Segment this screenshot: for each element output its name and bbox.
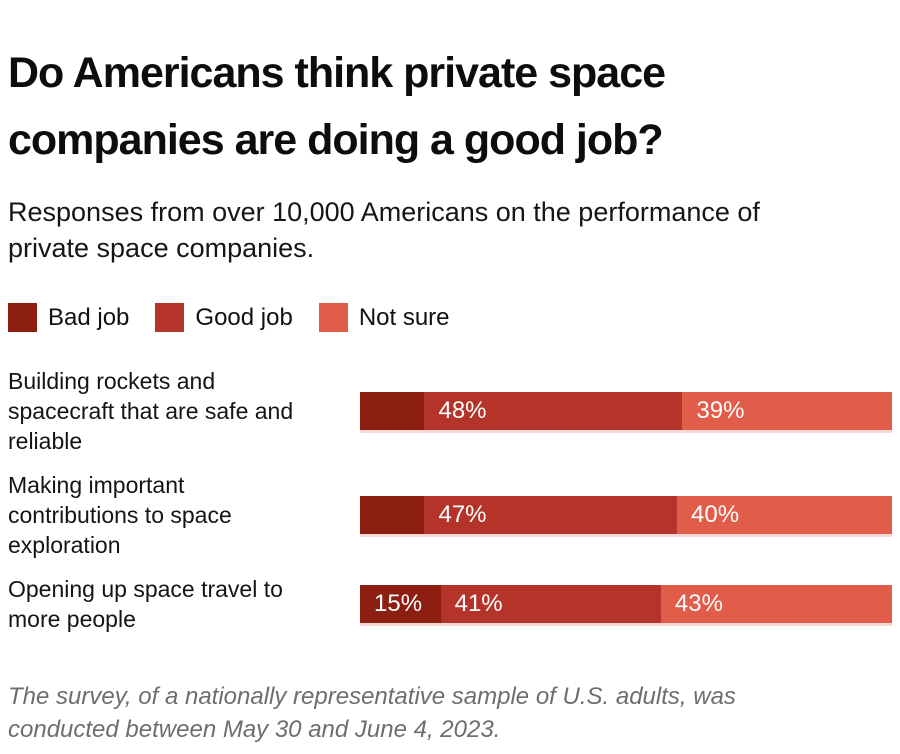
bar-segment-good-job: 41% (440, 585, 661, 624)
not-sure-swatch-icon (318, 303, 348, 333)
category-label-space-travel: Opening up space travel to more people (8, 574, 360, 634)
chart-subtitle-line-2: private space companies. (8, 233, 315, 264)
category-label-line: Making important (8, 472, 185, 499)
stacked-bar-space-travel: 15% 41% 43% (360, 585, 892, 624)
category-label-exploration: Making important contributions to space … (8, 470, 360, 560)
bar-segment-not-sure: 39% (682, 392, 892, 431)
chart-legend: Bad job Good job Not sure (8, 303, 892, 333)
category-label-line: Building rockets and (8, 368, 216, 395)
legend-label-good-job: Good job (195, 303, 293, 331)
page-title-line-1: Do Americans think private space (8, 49, 666, 97)
survey-footnote: The survey, of a nationally representati… (8, 680, 892, 746)
stacked-bar-exploration: 47% 40% (360, 496, 892, 535)
category-label-line: more people (8, 606, 136, 633)
bar-row-space-travel: Opening up space travel to more people 1… (8, 574, 892, 634)
segment-value-label: 47% (438, 501, 487, 529)
category-label-line: contributions to space (8, 502, 232, 529)
segment-value-label: 43% (674, 590, 723, 618)
bar-rows: Building rockets and spacecraft that are… (8, 366, 892, 634)
segment-value-label: 39% (696, 397, 745, 425)
legend-label-not-sure: Not sure (358, 303, 450, 331)
good-job-swatch-icon (155, 303, 185, 333)
legend-label-bad-job: Bad job (48, 303, 130, 331)
bar-segment-not-sure: 40% (677, 496, 892, 535)
segment-value-label: 48% (438, 397, 487, 425)
category-label-line: exploration (8, 532, 121, 559)
segment-value-label: 40% (691, 501, 740, 529)
legend-item-not-sure: Not sure (318, 303, 450, 333)
survey-footnote-line-1: The survey, of a nationally representati… (8, 683, 736, 711)
category-label-line: reliable (8, 428, 83, 455)
bar-row-rockets: Building rockets and spacecraft that are… (8, 366, 892, 456)
legend-item-good-job: Good job (155, 303, 293, 333)
bad-job-swatch-icon (8, 303, 37, 333)
bar-segment-bad-job (360, 392, 425, 431)
stacked-bar-rockets: 48% 39% (360, 392, 892, 431)
category-label-rockets: Building rockets and spacecraft that are… (8, 366, 360, 456)
bar-segment-not-sure: 43% (660, 585, 892, 624)
bar-segment-good-job: 47% (424, 496, 678, 535)
category-label-line: spacecraft that are safe and (8, 398, 294, 425)
chart-subtitle: Responses from over 10,000 Americans on … (8, 195, 892, 267)
segment-value-label: 15% (374, 590, 423, 618)
bar-row-exploration: Making important contributions to space … (8, 470, 892, 560)
page-title-line-2: companies are doing a good job? (8, 115, 664, 164)
legend-item-bad-job: Bad job (8, 303, 130, 333)
bar-segment-good-job: 48% (424, 392, 683, 431)
bar-segment-bad-job: 15% (360, 585, 441, 624)
survey-footnote-line-2: conducted between May 30 and June 4, 202… (8, 716, 501, 744)
bar-segment-bad-job (360, 496, 425, 535)
chart-subtitle-line-1: Responses from over 10,000 Americans on … (8, 197, 760, 228)
category-label-line: Opening up space travel to (8, 576, 283, 603)
segment-value-label: 41% (454, 590, 503, 618)
page-title: Do Americans think private space compani… (8, 40, 892, 173)
